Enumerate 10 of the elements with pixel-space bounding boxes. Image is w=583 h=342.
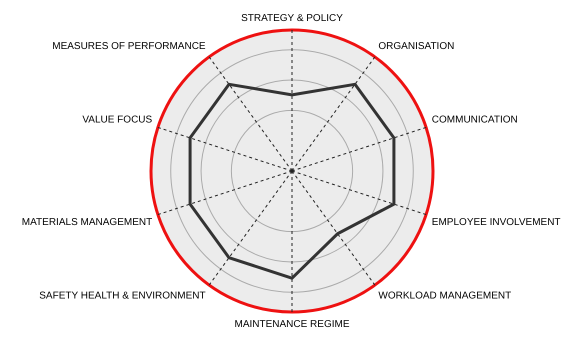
spoke-label: COMMUNICATION <box>432 114 518 126</box>
spoke-label: STRATEGY & POLICY <box>241 12 344 24</box>
spoke-label: MATERIALS MANAGEMENT <box>22 217 152 228</box>
spoke-label: VALUE FOCUS <box>82 114 153 126</box>
spoke-label: WORKLOAD MANAGEMENT <box>378 290 512 302</box>
spoke-label: SAFETY HEALTH & ENVIRONMENT <box>39 290 206 302</box>
spoke-label: MEASURES OF PERFORMANCE <box>52 40 206 52</box>
spoke-label: EMPLOYEE INVOLVEMENT <box>432 217 561 228</box>
spoke-label: MAINTENANCE REGIME <box>234 318 350 330</box>
spoke-label: ORGANISATION <box>378 40 454 52</box>
